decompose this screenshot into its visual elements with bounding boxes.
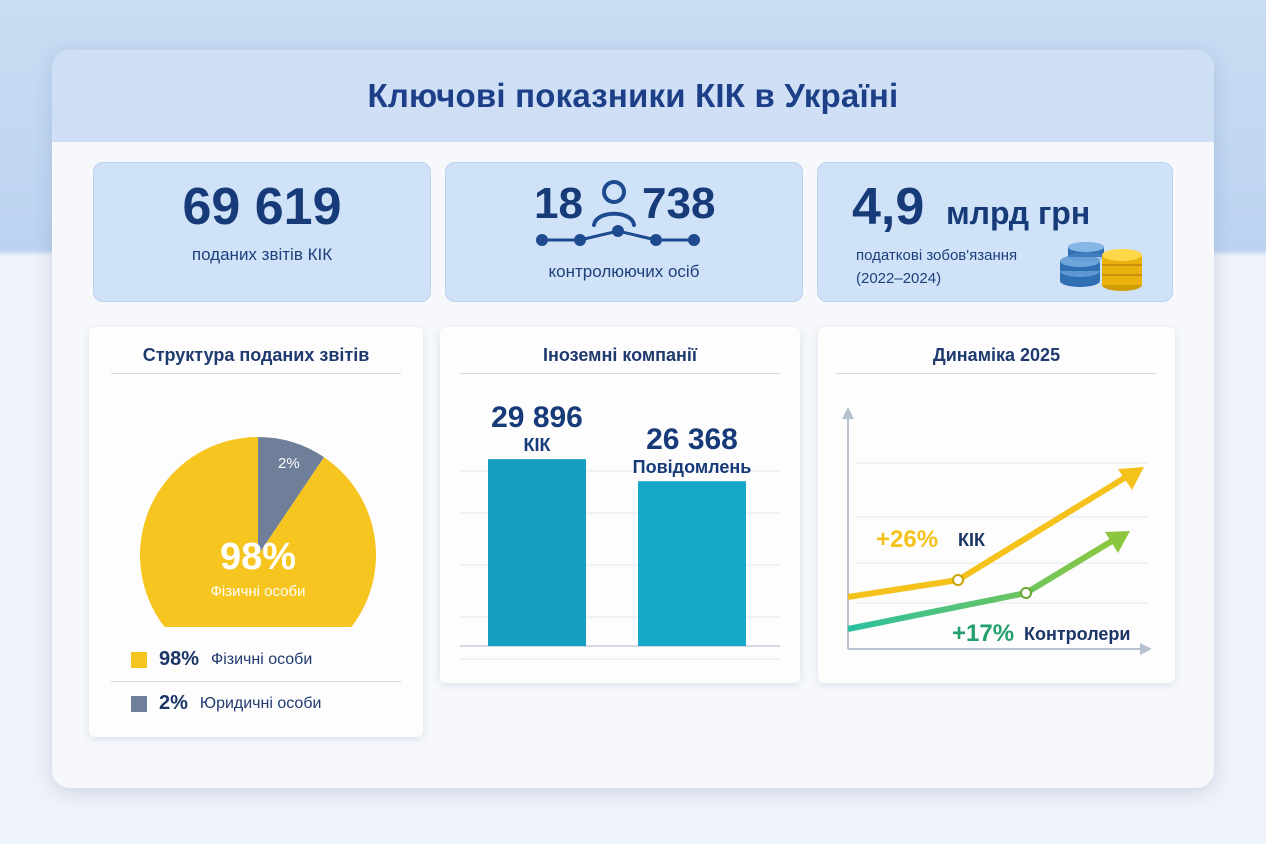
- structure-title: Структура поданих звітів: [142, 345, 370, 365]
- persons-label: контролюючих осіб: [548, 262, 700, 281]
- pie-small-label: 2%: [278, 455, 300, 472]
- pie-slice-individuals: [140, 437, 376, 627]
- y-axis-arrow: [842, 407, 854, 419]
- legend-row-individuals: 98% Фізичні особи: [131, 648, 312, 671]
- page-title: Ключові показники КІК в Україні: [367, 77, 899, 114]
- panel-foreign: Іноземні компанії 29 896 КІК 26 368 Повідом…: [440, 327, 800, 683]
- legend-pct: 98%: [159, 648, 200, 670]
- stat-reports: 69 619 поданих звітів КІК: [93, 162, 431, 302]
- person-icon: [592, 180, 636, 227]
- data-point: [952, 574, 964, 586]
- legend-pct: 2%: [159, 692, 188, 714]
- legend-label: Юридичні особи: [199, 694, 322, 712]
- line-chart: +26% КІК +17% Контролери: [842, 407, 1152, 655]
- legend-row-legal: 2% Юридичні особи: [131, 692, 321, 715]
- dashboard-card: Ключові показники КІК в Україні 69 619 п…: [52, 50, 1214, 788]
- series-name-controllers: Контролери: [1024, 624, 1130, 644]
- title-bar: Ключові показники КІК в Україні: [52, 50, 1214, 142]
- foreign-title: Іноземні компанії: [543, 345, 697, 365]
- legend-label: Фізичні особи: [211, 650, 313, 668]
- stat-persons: 18 738 контролюючих осіб: [445, 162, 803, 302]
- series-arrow-controllers: [1105, 531, 1130, 553]
- tax-unit: млрд грн: [946, 195, 1091, 231]
- bar-category-label: Повідомлень: [633, 457, 752, 477]
- series-line-controllers: [847, 538, 1114, 632]
- series-name-kik: КІК: [958, 530, 986, 550]
- reports-value: 69 619: [182, 178, 342, 236]
- persons-value-left: 18: [534, 179, 583, 228]
- panel-dynamics: Динаміка 2025 +26% КІК +17% Контролери: [818, 327, 1175, 683]
- network-line-icon: [536, 225, 700, 246]
- series-pct-kik: +26%: [876, 526, 938, 553]
- pie-chart: 2% 98% Фізичні особи: [140, 437, 376, 627]
- x-axis-arrow: [1140, 643, 1152, 655]
- stat-tax: 4,9 млрд грн податкові зобов'язання (202…: [817, 162, 1173, 302]
- tax-label-line1: податкові зобов'язання: [856, 247, 1018, 264]
- legend-swatch-slate: [131, 695, 147, 712]
- dynamics-title: Динаміка 2025: [932, 345, 1061, 365]
- divider: [111, 373, 401, 374]
- tax-value: 4,9: [852, 178, 925, 236]
- pie-center-label: Фізичні особи: [211, 583, 306, 600]
- pie-slice-legal: [258, 437, 324, 555]
- bar-value-label: 26 368: [646, 423, 738, 456]
- pie-center-pct: 98%: [220, 536, 296, 578]
- bar-category-label: КІК: [524, 435, 552, 455]
- bar-value-label: 29 896: [491, 401, 583, 434]
- series-pct-controllers: +17%: [952, 620, 1014, 647]
- persons-value-right: 738: [642, 179, 716, 228]
- divider: [836, 373, 1156, 374]
- legend-swatch-yellow: [131, 651, 147, 668]
- series-arrow-kik: [1118, 467, 1144, 490]
- reports-label: поданих звітів КІК: [191, 245, 333, 264]
- divider: [460, 373, 780, 374]
- panel-structure: Структура поданих звітів 2% 98% Фізичні ос…: [89, 327, 423, 737]
- tax-label-line2: (2022–2024): [856, 270, 942, 287]
- coins-icon: [1060, 242, 1142, 291]
- divider: [111, 681, 401, 682]
- bar: [638, 481, 746, 646]
- data-point: [1020, 587, 1032, 599]
- bar: [488, 459, 586, 646]
